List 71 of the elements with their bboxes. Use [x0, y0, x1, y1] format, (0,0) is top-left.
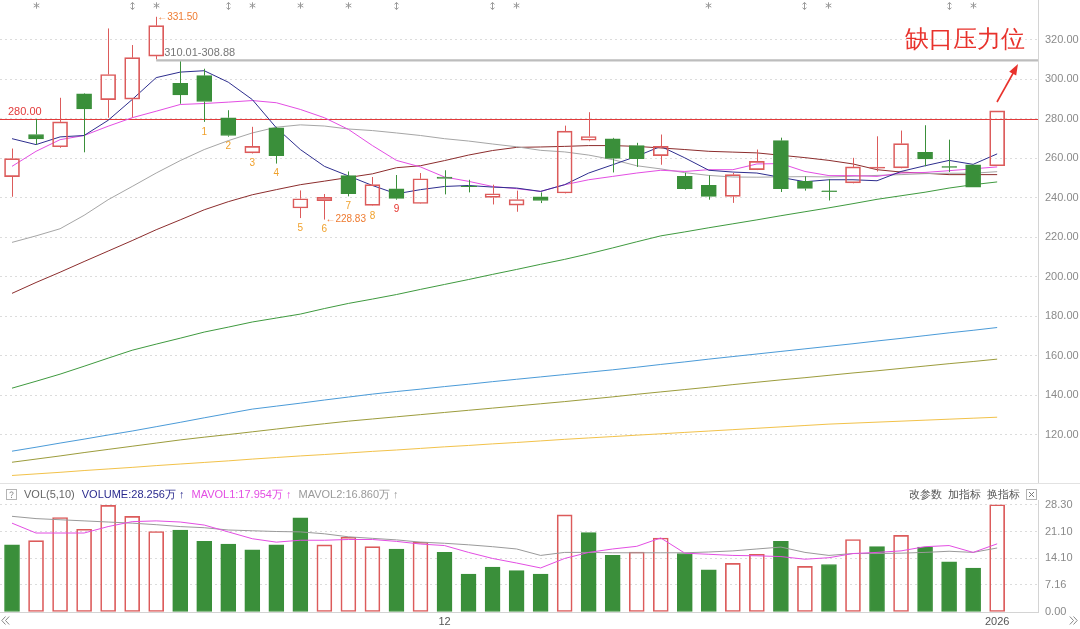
candlestick	[773, 137, 789, 193]
text: MAVOL1:17.954万 ↑	[191, 487, 292, 501]
candlestick	[532, 191, 549, 204]
y-tick-label: 280.00	[1045, 111, 1079, 124]
bar	[676, 553, 693, 612]
y-tick-label: 300.00	[1045, 72, 1079, 85]
y-tick-label: 220.00	[1045, 230, 1079, 243]
bar	[388, 548, 405, 612]
text: 8	[369, 209, 376, 221]
bar	[268, 544, 285, 612]
annotation: VOLUME:28.256万 ↑	[81, 487, 185, 501]
y-tick-label: 140.00	[1045, 388, 1079, 401]
candlestick	[268, 127, 285, 165]
annotation: 改参数	[909, 487, 942, 501]
y-tick-label: 14.10	[1045, 551, 1073, 564]
band-label: 310.01-308.88	[164, 45, 236, 58]
text: 6	[321, 223, 328, 235]
text: 7	[345, 200, 352, 212]
candlestick	[196, 68, 213, 123]
y-tick-label: 200.00	[1045, 269, 1079, 282]
bar	[773, 541, 789, 612]
candlestick	[917, 124, 933, 167]
annotation: 换指标	[987, 487, 1020, 501]
text: 4	[273, 167, 280, 179]
y-tick-label: 240.00	[1045, 190, 1079, 203]
bar	[532, 573, 549, 612]
annotation: ←228.83	[325, 213, 367, 225]
bar	[508, 570, 525, 612]
bar	[172, 529, 189, 612]
y-tick-label: 260.00	[1045, 151, 1079, 164]
annotation: ←331.50	[157, 10, 199, 22]
candlestick	[28, 118, 44, 146]
y-tick-label: 320.00	[1045, 32, 1079, 45]
bar	[700, 569, 717, 612]
annotation: 缺口压力位	[905, 25, 1025, 53]
bar	[821, 564, 837, 612]
candlestick	[604, 138, 621, 173]
y-tick-label: 120.00	[1045, 427, 1079, 440]
bar	[196, 541, 213, 612]
text: MAVOL2:16.860万 ↑	[298, 487, 399, 501]
text: 2	[225, 140, 232, 152]
y-tick-label: 21.10	[1045, 524, 1073, 537]
annotation: 加指标	[948, 487, 981, 501]
bar	[604, 555, 621, 612]
bar	[436, 552, 453, 612]
bar	[484, 566, 501, 612]
bar	[917, 546, 933, 612]
bar	[460, 573, 477, 612]
bar	[4, 544, 20, 612]
bar	[580, 532, 597, 612]
candlestick	[797, 175, 813, 192]
x-tick-label: 12	[438, 614, 451, 627]
text: 1	[201, 125, 208, 137]
chart-title: VOL(5,10)	[24, 487, 75, 501]
y-tick-label: 28.30	[1045, 497, 1073, 510]
bar	[292, 517, 309, 612]
text: 9	[393, 203, 400, 215]
candlestick	[436, 169, 453, 195]
x-tick-label: 2026	[984, 614, 1010, 627]
y-tick-label: 180.00	[1045, 309, 1079, 322]
bar	[220, 543, 237, 612]
y-tick-label: 7.16	[1045, 577, 1067, 590]
text: 3	[249, 157, 256, 169]
y-tick-label: 0.00	[1045, 605, 1067, 618]
ref-line-label: 280.00	[8, 105, 42, 118]
text: 5	[297, 221, 304, 233]
bar	[941, 561, 957, 612]
bar	[869, 546, 885, 612]
bar	[244, 549, 261, 612]
y-tick-label: 160.00	[1045, 348, 1079, 361]
bar	[965, 567, 981, 612]
